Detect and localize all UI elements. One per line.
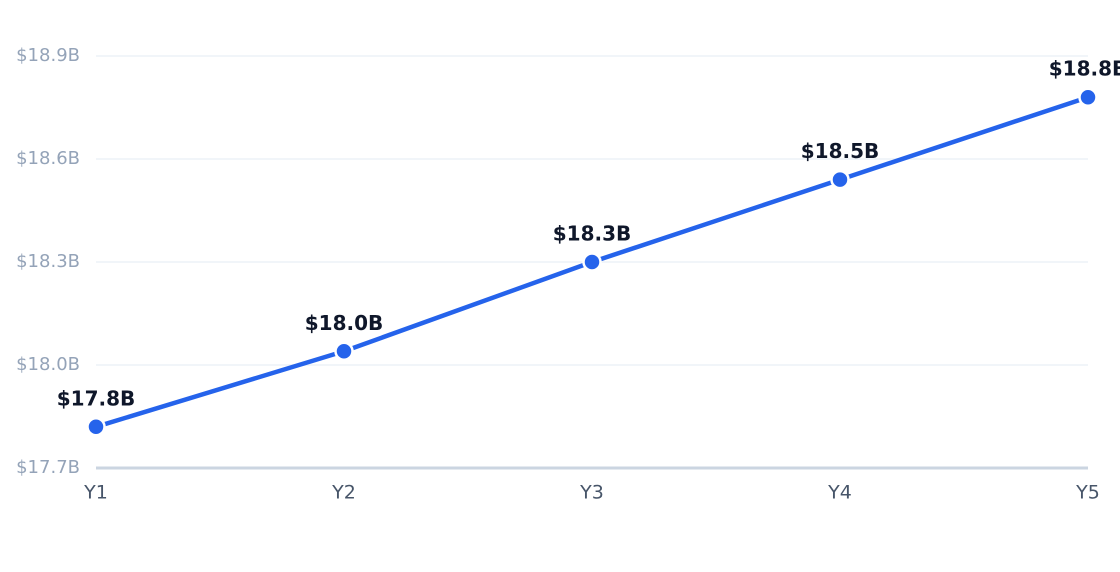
point	[334, 341, 354, 362]
y-tick-label: $17.7B	[16, 457, 80, 478]
point	[86, 417, 106, 437]
x-tick-label: Y2	[331, 482, 356, 504]
x-tick-label: Y4	[827, 482, 852, 504]
data-label: $18.8B	[1049, 57, 1120, 81]
y-tick-label: $18.0B	[16, 354, 80, 375]
y-tick-label: $18.3B	[16, 251, 80, 272]
point	[830, 169, 850, 190]
data-label: $18.3B	[553, 222, 632, 246]
y-tick-label: $18.9B	[16, 45, 80, 66]
data-label: $17.8B	[57, 386, 136, 410]
x-tick-label: Y3	[579, 482, 604, 504]
data-label: $18.5B	[801, 139, 880, 163]
y-tick-label: $18.6B	[16, 148, 80, 169]
point	[1078, 87, 1098, 107]
data-label: $18.0B	[305, 311, 384, 335]
x-tick-label: Y1	[83, 482, 108, 504]
point	[582, 252, 602, 272]
x-tick-label: Y5	[1075, 482, 1100, 504]
